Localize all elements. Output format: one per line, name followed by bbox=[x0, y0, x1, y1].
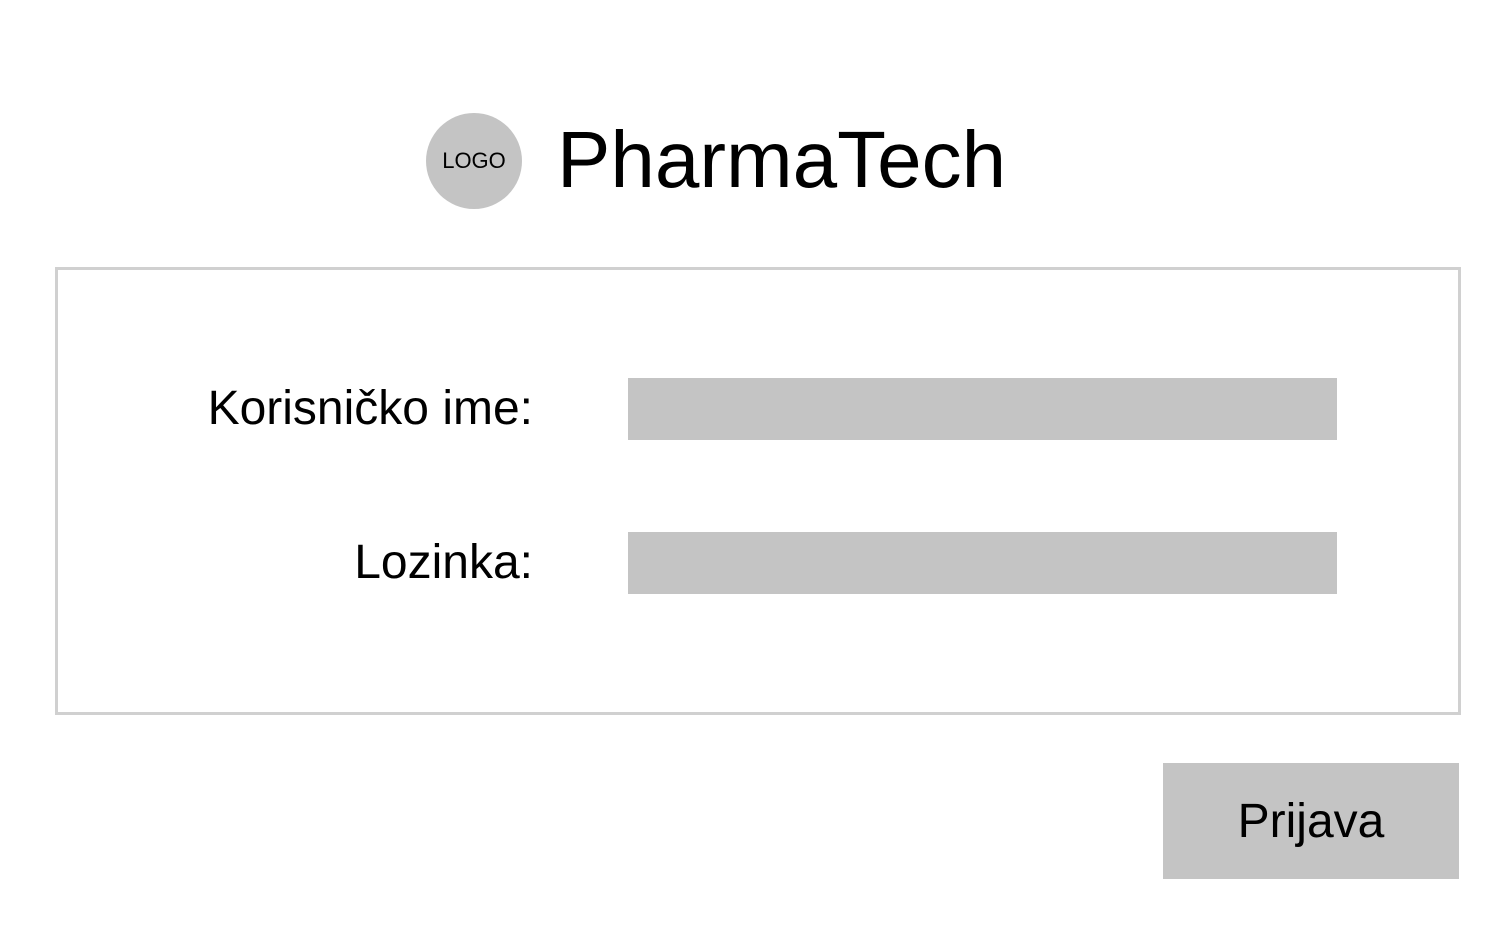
username-label: Korisničko ime: bbox=[207, 382, 533, 435]
password-label: Lozinka: bbox=[354, 536, 533, 589]
brand-name: PharmaTech bbox=[557, 115, 1007, 204]
password-input[interactable] bbox=[628, 532, 1337, 594]
logo-placeholder: LOGO bbox=[426, 113, 522, 209]
username-input[interactable] bbox=[628, 378, 1337, 440]
username-row: Korisničko ime: bbox=[58, 377, 1458, 441]
app-header: LOGO PharmaTech bbox=[0, 0, 1505, 240]
logo-text: LOGO bbox=[442, 148, 506, 173]
password-row: Lozinka: bbox=[58, 531, 1458, 595]
login-panel: Korisničko ime: Lozinka: bbox=[55, 267, 1461, 715]
login-button[interactable]: Prijava bbox=[1163, 763, 1459, 879]
